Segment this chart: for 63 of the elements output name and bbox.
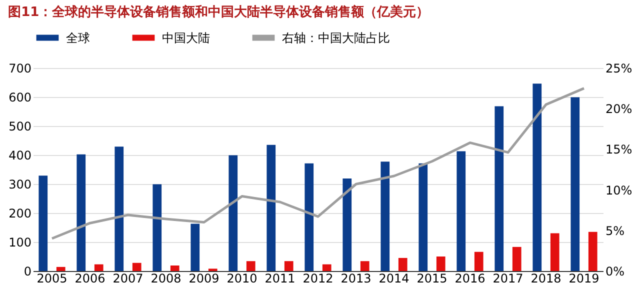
- x-tick-label: 2011: [264, 272, 296, 286]
- bar: [532, 84, 542, 271]
- x-tick-label: 2017: [492, 272, 524, 286]
- y2-tick-label: 10%: [606, 183, 632, 198]
- bar: [114, 146, 124, 271]
- x-tick-label: 2009: [188, 272, 220, 286]
- legend-label: 中国大陆: [162, 30, 210, 45]
- x-tick-label: 2018: [530, 272, 562, 286]
- bar: [418, 163, 428, 271]
- bar: [228, 155, 238, 271]
- y-tick-label: 0: [24, 264, 32, 278]
- y2-tick-label: 0%: [606, 264, 625, 278]
- x-tick-label: 2015: [416, 272, 448, 286]
- x-tick-label: 2013: [340, 272, 372, 286]
- bar: [246, 261, 256, 271]
- bar: [94, 264, 104, 271]
- y-tick-label: 300: [8, 178, 32, 192]
- bar: [512, 246, 522, 271]
- x-tick-label: 2012: [302, 272, 334, 286]
- y2-tick-label: 5%: [606, 224, 625, 238]
- y-tick-label: 500: [8, 120, 32, 134]
- x-tick-label: 2007: [112, 272, 144, 286]
- x-tick-label: 2005: [36, 272, 68, 286]
- bar: [342, 178, 352, 271]
- bar: [474, 252, 484, 271]
- y2-tick-label: 20%: [606, 102, 632, 116]
- bar: [170, 265, 180, 271]
- y-tick-label: 200: [8, 206, 32, 220]
- x-tick-label: 2019: [568, 272, 600, 286]
- bar: [360, 261, 370, 271]
- bar: [398, 258, 408, 271]
- y-tick-label: 400: [8, 148, 32, 162]
- y-tick-label: 100: [8, 236, 32, 250]
- bar: [190, 224, 200, 271]
- bar: [152, 184, 162, 271]
- y2-tick-label: 15%: [606, 142, 632, 157]
- bar: [380, 162, 390, 271]
- bar: [284, 261, 294, 271]
- bar: [570, 97, 580, 271]
- bar: [266, 144, 276, 271]
- bar: [322, 264, 332, 271]
- bar: [76, 154, 86, 271]
- y-tick-label: 600: [8, 90, 32, 104]
- bar: [494, 106, 504, 271]
- bar: [436, 256, 446, 271]
- y-tick-label: 700: [8, 62, 32, 76]
- line-series: [50, 87, 586, 240]
- legend-label: 右轴：中国大陆占比: [282, 30, 390, 45]
- bar: [132, 262, 142, 271]
- bar: [38, 176, 48, 271]
- y2-tick-label: 25%: [606, 62, 632, 76]
- chart-title: 图11：全球的半导体设备销售额和中国大陆半导体设备销售额（亿美元）: [8, 4, 430, 20]
- bar: [550, 233, 560, 271]
- bar: [456, 151, 466, 271]
- bar: [304, 163, 314, 271]
- bar: [56, 266, 66, 271]
- legend-label: 全球: [66, 30, 90, 45]
- x-tick-label: 2006: [74, 272, 106, 286]
- x-tick-label: 2008: [150, 272, 182, 286]
- bar: [588, 232, 598, 271]
- x-tick-label: 2014: [378, 272, 410, 286]
- x-tick-label: 2010: [226, 272, 258, 286]
- x-tick-label: 2016: [454, 272, 486, 286]
